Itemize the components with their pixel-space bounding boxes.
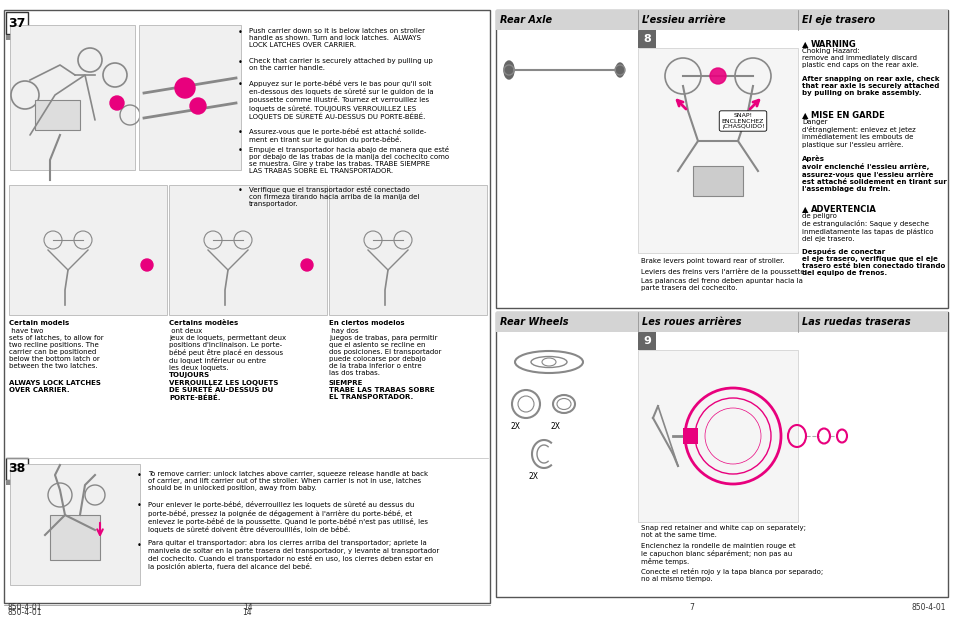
Text: Las palancas del freno deben apuntar hacia la
parte trasera del cochecito.: Las palancas del freno deben apuntar hac… <box>640 278 802 291</box>
Text: have two
sets of latches, to allow for
two recline positions. The
carrier can be: have two sets of latches, to allow for t… <box>9 328 104 376</box>
Text: Las ruedas traseras: Las ruedas traseras <box>801 317 910 327</box>
Text: Empuje el transportador hacia abajo de manera que esté
por debajo de las trabas : Empuje el transportador hacia abajo de m… <box>249 146 449 174</box>
Text: 850-4-01: 850-4-01 <box>8 608 43 617</box>
Text: 38: 38 <box>9 462 26 475</box>
Text: de peligro
de estrangulación: Saque y deseche
inmediatamente las tapas de plásti: de peligro de estrangulación: Saque y de… <box>801 213 933 242</box>
Text: •: • <box>238 128 243 137</box>
Bar <box>6 480 28 485</box>
Text: Rear Axle: Rear Axle <box>499 15 552 25</box>
Text: ▲: ▲ <box>801 111 807 120</box>
Text: 37: 37 <box>9 17 26 30</box>
Bar <box>35 100 80 130</box>
Text: 2X: 2X <box>511 422 520 431</box>
Text: •: • <box>238 80 243 89</box>
Text: Brake levers point toward rear of stroller.: Brake levers point toward rear of stroll… <box>640 258 783 264</box>
Text: 2X: 2X <box>551 422 560 431</box>
Text: •: • <box>238 28 243 37</box>
Circle shape <box>174 78 194 98</box>
Bar <box>6 12 28 34</box>
Bar <box>692 166 742 196</box>
Text: After snapping on rear axle, check
that rear axle is securely attached
by pullin: After snapping on rear axle, check that … <box>801 76 939 96</box>
Bar <box>638 350 797 522</box>
Text: •: • <box>137 501 142 510</box>
Text: Certain models: Certain models <box>9 320 70 326</box>
Bar <box>496 312 947 332</box>
Bar <box>496 10 947 30</box>
Text: To remove carrier: unlock latches above carrier, squeeze release handle at back
: To remove carrier: unlock latches above … <box>148 471 428 491</box>
Circle shape <box>110 96 124 110</box>
Ellipse shape <box>616 63 623 77</box>
Bar <box>9 185 167 315</box>
Text: Pour enlever le porte-bébé, déverrouillez les loquets de sûreté au dessus du
por: Pour enlever le porte-bébé, déverrouille… <box>148 501 428 533</box>
Text: •: • <box>137 471 142 480</box>
Text: Assurez-vous que le porte-bébé est attaché solide-
ment en tirant sur le guidon : Assurez-vous que le porte-bébé est attac… <box>249 128 426 143</box>
Bar <box>6 458 28 480</box>
Circle shape <box>141 259 152 271</box>
Text: •: • <box>137 541 142 549</box>
Text: Après
avoir enclenché l'essieu arrière,
assurez-vous que l'essieu arrière
est at: Après avoir enclenché l'essieu arrière, … <box>801 155 945 192</box>
Text: Snap red retainer and white cap on separately;
not at the same time.: Snap red retainer and white cap on separ… <box>640 525 805 538</box>
Text: •: • <box>238 146 243 155</box>
Text: Para quitar el transportador: abra los cierres arriba del transportador; apriete: Para quitar el transportador: abra los c… <box>148 541 438 570</box>
Text: 9: 9 <box>642 336 650 346</box>
Bar <box>496 312 947 597</box>
Text: ont deux
jeux de loquets, permettant deux
positions d'inclinaison. Le porte-
béb: ont deux jeux de loquets, permettant deu… <box>169 328 286 371</box>
Bar <box>139 25 241 170</box>
Bar <box>682 428 698 444</box>
Text: TOUJOURS
VERROUILLEZ LES LOQUETS
DE SÛRETÉ AU-DESSUS DU
PORTE-BÉBÉ.: TOUJOURS VERROUILLEZ LES LOQUETS DE SÛRE… <box>169 373 278 400</box>
Text: 8: 8 <box>642 34 650 44</box>
Text: Certains modèles: Certains modèles <box>169 320 238 326</box>
Bar <box>496 10 947 308</box>
Text: Enclenchez la rondelle de maintien rouge et
le capuchon blanc séparément; non pa: Enclenchez la rondelle de maintien rouge… <box>640 543 795 565</box>
Text: Después de conectar
el eje trasero, verifique que el eje
trasero esté bien conec: Después de conectar el eje trasero, veri… <box>801 248 944 276</box>
Text: •: • <box>238 58 243 67</box>
Bar <box>169 185 327 315</box>
Ellipse shape <box>503 61 514 79</box>
Text: 7: 7 <box>688 604 694 612</box>
Bar <box>638 48 797 253</box>
Text: L’essieu arrière: L’essieu arrière <box>641 15 725 25</box>
Bar <box>10 464 140 585</box>
Text: Leviers des freins vers l'arrière de la poussette.: Leviers des freins vers l'arrière de la … <box>640 268 806 275</box>
Text: Check that carrier is securely attached by pulling up
on the carrier handle.: Check that carrier is securely attached … <box>249 58 433 71</box>
Text: MISE EN GARDE: MISE EN GARDE <box>810 111 883 120</box>
Text: Choking Hazard:
remove and immediately discard
plastic end caps on the rear axle: Choking Hazard: remove and immediately d… <box>801 48 918 68</box>
Text: En ciertos modelos: En ciertos modelos <box>329 320 404 326</box>
Bar <box>50 515 100 560</box>
Bar <box>329 185 486 315</box>
Text: SNAP!
ENCLENCHEZ
¡CHASQUIDO!: SNAP! ENCLENCHEZ ¡CHASQUIDO! <box>720 112 764 129</box>
Bar <box>638 332 656 350</box>
Text: Rear Wheels: Rear Wheels <box>499 317 568 327</box>
Text: ▲: ▲ <box>801 205 807 214</box>
Bar <box>4 10 490 603</box>
Text: Conecte el retén rojo y la tapa blanca por separado;
no al mismo tiempo.: Conecte el retén rojo y la tapa blanca p… <box>640 568 822 582</box>
Bar <box>6 35 28 40</box>
Text: ALWAYS LOCK LATCHES
OVER CARRIER.: ALWAYS LOCK LATCHES OVER CARRIER. <box>9 380 101 393</box>
Text: 2X: 2X <box>529 472 538 481</box>
Text: ▲: ▲ <box>801 40 807 49</box>
Text: El eje trasero: El eje trasero <box>801 15 874 25</box>
Text: Les roues arrières: Les roues arrières <box>641 317 740 327</box>
Text: 14: 14 <box>242 608 252 617</box>
Text: 14: 14 <box>243 604 253 612</box>
Text: hay dos
juegos de trabas, para permitir
que el asiento se recline en
dos posicio: hay dos juegos de trabas, para permitir … <box>329 328 441 376</box>
Circle shape <box>190 98 206 114</box>
Text: Verifique que el transportador esté conectado
con firmeza tirando hacia arriba d: Verifique que el transportador esté cone… <box>249 186 419 207</box>
Text: SIEMPRE
TRABE LAS TRABAS SOBRE
EL TRANSPORTADOR.: SIEMPRE TRABE LAS TRABAS SOBRE EL TRANSP… <box>329 380 435 400</box>
Text: Danger
d'étranglement: enlevez et jetez
immédiatement les embouts de
plastique s: Danger d'étranglement: enlevez et jetez … <box>801 119 915 148</box>
Text: 850-4-01: 850-4-01 <box>8 604 43 612</box>
Circle shape <box>301 259 313 271</box>
Text: 850-4-01: 850-4-01 <box>910 604 945 612</box>
Bar <box>10 25 135 170</box>
Text: WARNING: WARNING <box>810 40 856 49</box>
Circle shape <box>709 68 725 84</box>
Text: Appuyez sur le porte-bébé vers le bas pour qu'il soit
en-dessous des loquets de : Appuyez sur le porte-bébé vers le bas po… <box>249 80 434 121</box>
Bar <box>638 30 656 48</box>
Text: ADVERTENCIA: ADVERTENCIA <box>810 205 876 214</box>
Text: Push carrier down so it is below latches on stroller
handle as shown. Turn and l: Push carrier down so it is below latches… <box>249 28 424 48</box>
Text: •: • <box>238 186 243 195</box>
